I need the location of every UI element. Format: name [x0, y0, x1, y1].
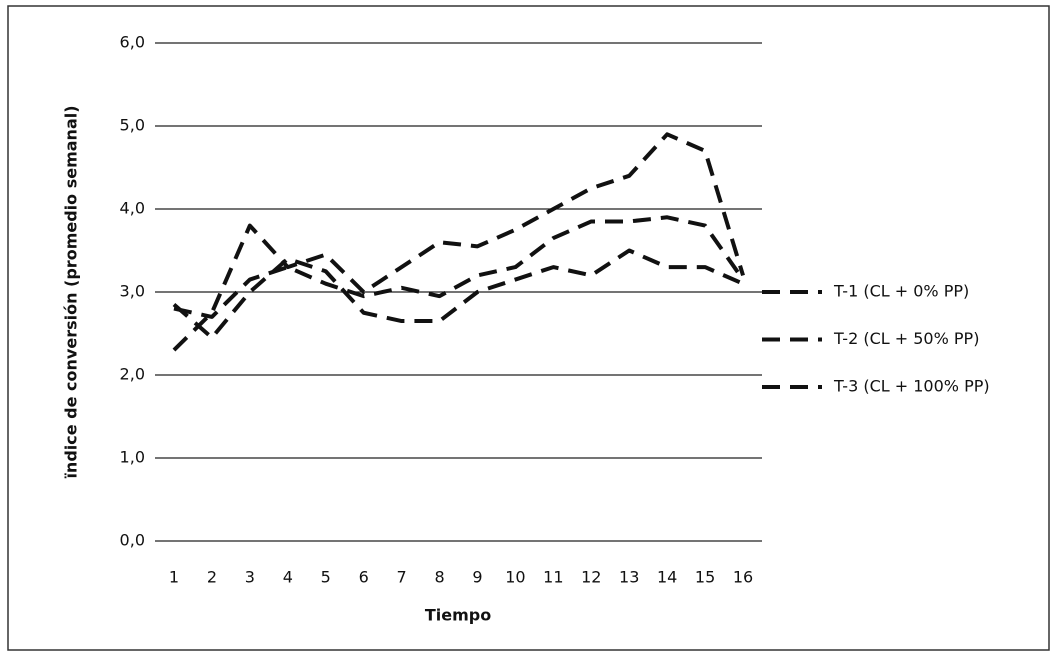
x-tick-label: 6: [359, 568, 369, 587]
series-line: [172, 132, 745, 352]
y-tick-label: 2,0: [120, 365, 145, 384]
x-tick-label: 10: [505, 568, 525, 587]
x-tick-label: 9: [472, 568, 482, 587]
x-tick-label: 15: [695, 568, 715, 587]
chart-border: [7, 5, 1050, 651]
x-tick-label: 3: [245, 568, 255, 587]
x-tick-label: 8: [434, 568, 444, 587]
x-tick-label: 7: [397, 568, 407, 587]
y-tick-label: 6,0: [120, 33, 145, 52]
legend-label: T-1 (CL + 0% PP): [833, 282, 969, 301]
legend-label: T-2 (CL + 50% PP): [833, 329, 979, 348]
y-tick-label: 0,0: [120, 531, 145, 550]
x-tick-label: 14: [657, 568, 677, 587]
series-line: [172, 248, 744, 340]
x-tick-label: 1: [169, 568, 179, 587]
y-tick-label: 5,0: [120, 116, 145, 135]
y-tick-label: 1,0: [120, 448, 145, 467]
y-tick-label: 4,0: [120, 199, 145, 218]
x-tick-label: 12: [581, 568, 601, 587]
x-axis-label: Tiempo: [425, 606, 491, 625]
x-tick-label: 16: [733, 568, 753, 587]
x-tick-label: 5: [321, 568, 331, 587]
legend-label: T-3 (CL + 100% PP): [833, 377, 990, 396]
y-tick-label: 3,0: [120, 282, 145, 301]
series-line: [173, 215, 745, 319]
x-tick-label: 13: [619, 568, 639, 587]
y-axis-label: ïndice de conversión (promedio semanal): [62, 105, 81, 478]
x-tick-label: 2: [207, 568, 217, 587]
x-tick-label: 11: [543, 568, 563, 587]
x-tick-label: 4: [283, 568, 293, 587]
